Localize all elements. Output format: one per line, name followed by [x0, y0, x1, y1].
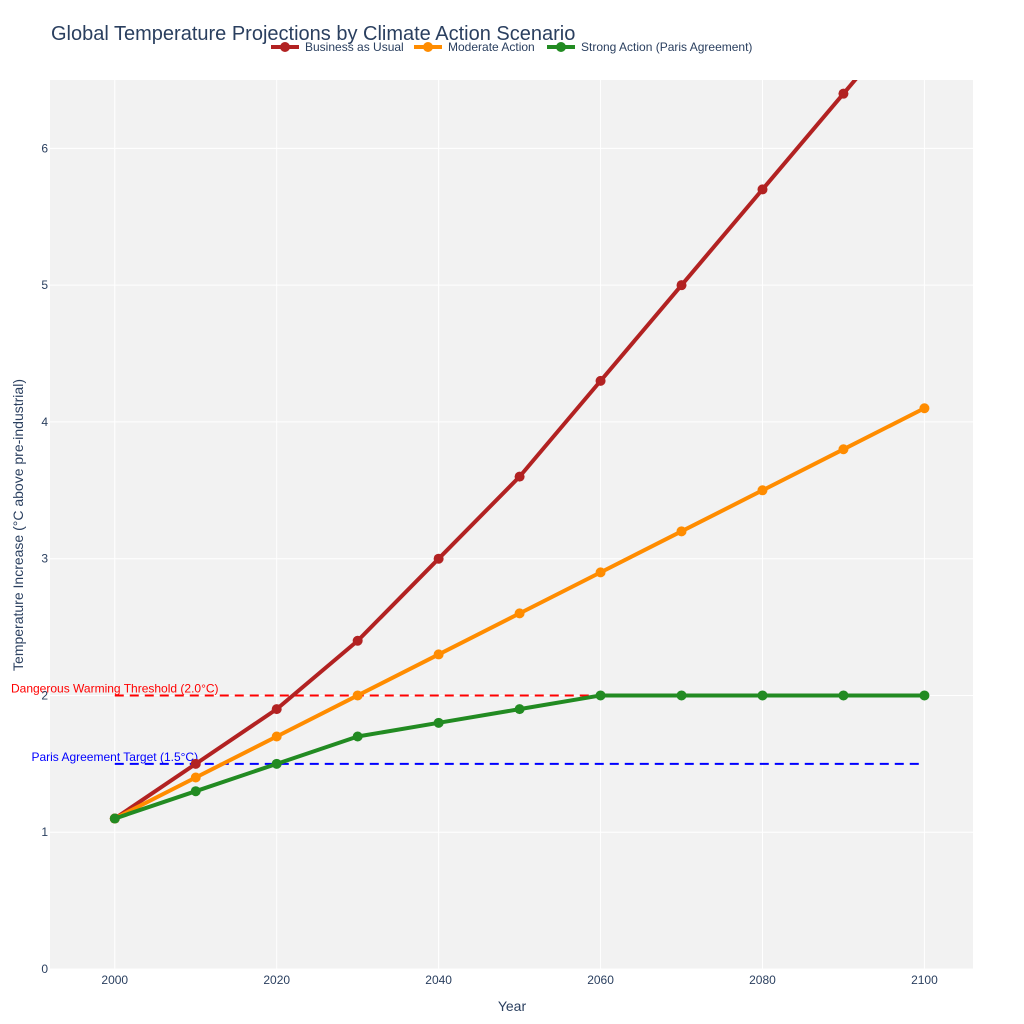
data-point[interactable]: [514, 704, 525, 715]
data-point[interactable]: [271, 731, 282, 742]
legend-label: Moderate Action: [448, 40, 535, 54]
data-point[interactable]: [352, 690, 363, 701]
data-point[interactable]: [919, 0, 929, 3]
data-point[interactable]: [919, 690, 930, 701]
y-axis-ticks: 0 1 2 3 4 5 6: [41, 141, 48, 976]
reference-line-label: Paris Agreement Target (1.5°C): [31, 750, 198, 764]
legend-item[interactable]: Strong Action (Paris Agreement): [547, 40, 752, 54]
data-point[interactable]: [433, 649, 444, 660]
x-tick-label: 2000: [101, 973, 128, 987]
data-point[interactable]: [514, 471, 525, 482]
data-point[interactable]: [838, 444, 849, 455]
data-point[interactable]: [433, 717, 444, 728]
y-tick-label: 5: [41, 278, 48, 292]
reference-line-label: Dangerous Warming Threshold (2.0°C): [11, 681, 219, 695]
x-tick-label: 2040: [425, 973, 452, 987]
data-point[interactable]: [838, 690, 849, 701]
data-point[interactable]: [919, 403, 930, 414]
x-tick-label: 2100: [911, 973, 938, 987]
y-tick-label: 1: [41, 825, 48, 839]
y-tick-label: 3: [41, 552, 48, 566]
data-point[interactable]: [757, 485, 768, 496]
data-point[interactable]: [271, 704, 282, 715]
data-point[interactable]: [757, 690, 768, 701]
data-point[interactable]: [190, 758, 201, 769]
x-axis-ticks: 2000 2020 2040 2060 2080 2100: [101, 973, 938, 987]
data-point[interactable]: [190, 786, 201, 797]
data-point[interactable]: [595, 375, 606, 386]
data-point[interactable]: [676, 280, 687, 291]
x-tick-label: 2020: [263, 973, 290, 987]
series-group: [109, 0, 929, 824]
x-axis-title: Year: [498, 998, 527, 1014]
data-point[interactable]: [433, 553, 444, 564]
y-axis-title: Temperature Increase (°C above pre-indus…: [10, 379, 26, 671]
x-tick-label: 2060: [587, 973, 614, 987]
legend-item[interactable]: Business as Usual: [271, 40, 404, 54]
x-tick-label: 2080: [749, 973, 776, 987]
data-point[interactable]: [514, 608, 525, 619]
data-point[interactable]: [595, 690, 606, 701]
data-point[interactable]: [190, 772, 201, 783]
y-tick-label: 6: [41, 141, 48, 155]
legend-label: Strong Action (Paris Agreement): [581, 40, 752, 54]
series-layer: [109, 0, 930, 824]
y-tick-label: 0: [41, 962, 48, 976]
reference-lines: Dangerous Warming Threshold (2.0°C) Paris…: [11, 681, 925, 765]
data-point[interactable]: [757, 184, 768, 195]
data-point[interactable]: [352, 731, 363, 742]
data-point[interactable]: [595, 567, 606, 578]
legend[interactable]: Business as Usual Moderate Action Strong A…: [271, 40, 752, 54]
chart-title: Global Temperature Projections by Climat…: [51, 23, 575, 45]
legend-swatch-marker: [423, 42, 433, 52]
data-point[interactable]: [838, 88, 849, 99]
data-point[interactable]: [676, 526, 687, 537]
data-point[interactable]: [352, 635, 363, 646]
y-tick-label: 4: [41, 415, 48, 429]
series-group: [109, 690, 930, 824]
data-point[interactable]: [109, 813, 120, 824]
legend-label: Business as Usual: [305, 40, 404, 54]
legend-item[interactable]: Moderate Action: [414, 40, 535, 54]
legend-swatch-marker: [556, 42, 566, 52]
legend-swatch-marker: [280, 42, 290, 52]
data-point[interactable]: [271, 758, 282, 769]
data-point[interactable]: [676, 690, 687, 701]
plot-area: [50, 80, 973, 969]
y-tick-label: 2: [41, 688, 48, 702]
